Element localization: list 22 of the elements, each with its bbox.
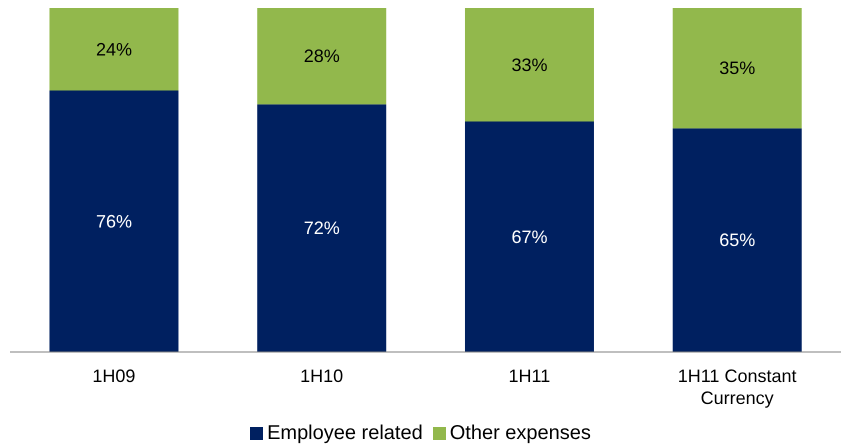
- bar: [672, 8, 802, 128]
- x-tick-label: 1H10: [300, 366, 344, 386]
- bar: [49, 8, 178, 91]
- bar: [464, 122, 594, 352]
- bar: [672, 128, 802, 352]
- data-label: 65%: [719, 230, 756, 250]
- legend-label: Other expenses: [450, 422, 591, 444]
- bar: [49, 90, 178, 352]
- x-tick-label: 1H11 Constant Currency: [678, 366, 796, 408]
- data-label: 76%: [96, 211, 132, 232]
- bar: [464, 8, 594, 122]
- data-label: 35%: [719, 58, 756, 78]
- x-tick-label: 1H11: [508, 366, 550, 386]
- bar: [257, 104, 386, 352]
- data-label: 67%: [511, 226, 548, 247]
- data-label: 33%: [511, 54, 548, 75]
- data-label: 24%: [96, 39, 132, 60]
- data-label: 72%: [304, 218, 340, 238]
- legend-label: Employee related: [267, 422, 423, 444]
- bar: [257, 8, 386, 104]
- x-tick-label: 1H09: [92, 366, 136, 386]
- data-label: 28%: [304, 46, 340, 66]
